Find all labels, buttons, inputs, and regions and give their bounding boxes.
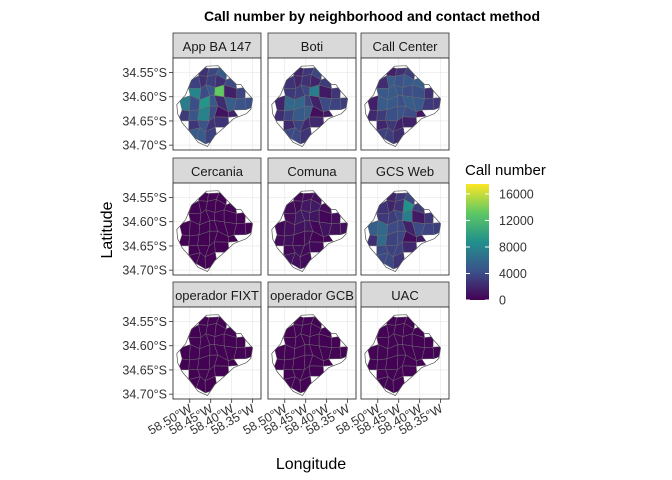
neighborhood-region (376, 358, 388, 371)
facet-panel: App BA 147 (172, 32, 262, 151)
city-outline (176, 65, 253, 148)
neighborhood-region (376, 109, 388, 122)
facet-strip (267, 281, 357, 308)
panel-border (267, 306, 357, 400)
panel-border (172, 182, 262, 276)
facet-strip (172, 32, 262, 59)
facet-panel: Call Center (360, 32, 450, 151)
panel-border (360, 57, 450, 151)
panel-border (360, 182, 450, 276)
city-outline (176, 190, 253, 273)
city-outline (176, 314, 253, 397)
y-tick-label: 34.65°S (122, 363, 167, 377)
facet-panel: operador GCB (267, 281, 357, 400)
facet-strip-label: Cercania (191, 164, 244, 179)
map-regions (177, 190, 253, 270)
neighborhood-region (228, 109, 239, 118)
facet-strip (267, 157, 357, 184)
neighborhood-region (228, 234, 239, 243)
x-axis-title: Longitude (276, 456, 346, 473)
y-tick-label: 34.65°S (122, 114, 167, 128)
map-regions (272, 190, 348, 270)
map-regions (365, 190, 441, 270)
panel-border (172, 306, 262, 400)
neighborhood-region (416, 109, 427, 118)
facet-strip (360, 281, 450, 308)
neighborhood-region (188, 109, 200, 122)
neighborhood-region (416, 234, 427, 243)
neighborhood-region (323, 234, 334, 243)
y-axis: 34.55°S 34.60°S 34.65°S 34.70°S 34.55°S 34.60… (122, 66, 173, 402)
map-regions (272, 314, 348, 394)
facet-strip-label: UAC (391, 288, 418, 303)
facet-strip-label: GCS Web (376, 164, 434, 179)
facet-strip-label: Call Center (372, 39, 438, 54)
facet-panel: Comuna (267, 157, 357, 276)
neighborhood-region (283, 234, 295, 247)
legend-title: Call number (465, 162, 546, 179)
map-regions (365, 314, 441, 394)
y-tick-label: 34.60°S (122, 339, 167, 353)
y-tick-label: 34.55°S (122, 191, 167, 205)
city-outline (364, 65, 441, 148)
facet-strip (172, 281, 262, 308)
y-tick-label: 34.70°S (122, 388, 167, 402)
facet-strip-label: operador GCB (270, 288, 354, 303)
legend-label: 8000 (499, 240, 527, 254)
y-tick-label: 34.70°S (122, 264, 167, 278)
facet-panel: operador FIXT (172, 281, 262, 400)
panel-border (360, 306, 450, 400)
facet-strip-label: Comuna (287, 164, 337, 179)
facet-panel: Cercania (172, 157, 262, 276)
city-outline (271, 65, 348, 148)
facet-panel: Boti (267, 32, 357, 151)
legend-label: 4000 (499, 267, 527, 281)
panel-border (267, 57, 357, 151)
legend-colorbar (466, 184, 489, 300)
facet-panels: App BA 147 Boti Call Center Cercania Comuna G… (172, 32, 450, 400)
chart-title: Call number by neighborhood and contact … (204, 8, 540, 24)
y-axis-title: Latitude (99, 201, 116, 258)
facet-panel: UAC (360, 281, 450, 400)
y-tick-label: 34.60°S (122, 215, 167, 229)
neighborhood-region (283, 109, 295, 122)
neighborhood-region (188, 358, 200, 371)
facet-strip-label: Boti (301, 39, 324, 54)
y-tick-label: 34.70°S (122, 139, 167, 153)
city-outline (271, 190, 348, 273)
city-outline (364, 314, 441, 397)
y-tick-label: 34.55°S (122, 315, 167, 329)
y-tick-label: 34.65°S (122, 239, 167, 253)
legend-label: 16000 (499, 187, 534, 201)
city-outline (364, 190, 441, 273)
city-outline (271, 314, 348, 397)
y-tick-label: 34.55°S (122, 66, 167, 80)
neighborhood-region (416, 358, 427, 367)
y-tick-label: 34.60°S (122, 90, 167, 104)
legend: Call number 16000 12000 8000 4000 0 (465, 162, 546, 308)
facet-strip-label: operador FIXT (175, 288, 259, 303)
facet-strip (360, 32, 450, 59)
neighborhood-region (188, 234, 200, 247)
panel-border (172, 57, 262, 151)
neighborhood-region (283, 358, 295, 371)
neighborhood-region (376, 234, 388, 247)
legend-label: 12000 (499, 214, 534, 228)
legend-label: 0 (499, 294, 506, 308)
panel-border (267, 182, 357, 276)
facet-panel: GCS Web (360, 157, 450, 276)
neighborhood-region (228, 358, 239, 367)
facet-strip-label: App BA 147 (183, 39, 252, 54)
neighborhood-region (323, 109, 334, 118)
neighborhood-region (323, 358, 334, 367)
